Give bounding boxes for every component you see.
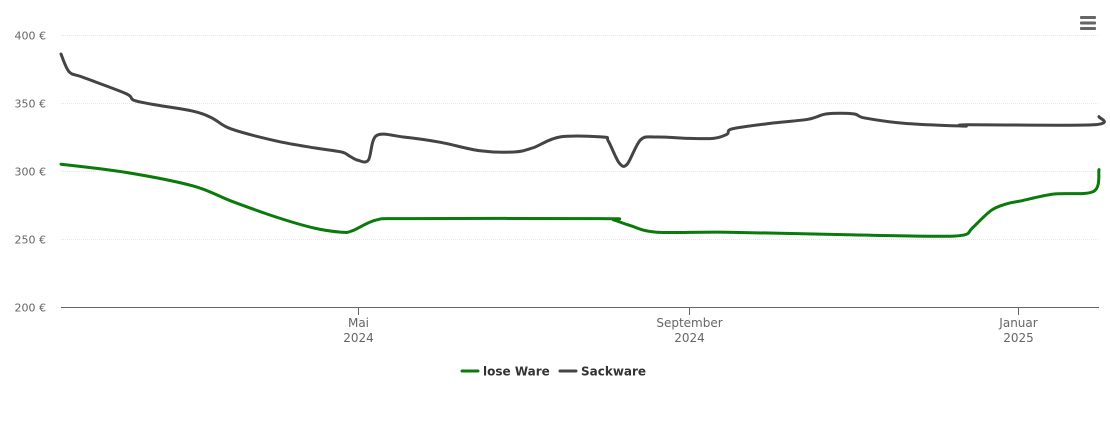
x-tick-label-year: 2024 xyxy=(343,331,374,345)
chart-menu-button[interactable] xyxy=(1076,12,1100,34)
y-tick-label: 200 € xyxy=(15,302,47,315)
x-tick-label-month: September xyxy=(656,316,722,330)
y-axis: 200 € 250 € 300 € 350 € 400 € xyxy=(15,30,47,315)
legend-label: Sackware xyxy=(581,365,646,379)
x-tick-label-month: Mai xyxy=(348,316,369,330)
y-tick-label: 400 € xyxy=(15,30,47,43)
y-tick-label: 250 € xyxy=(15,234,47,247)
x-tick-label-year: 2025 xyxy=(1003,331,1034,345)
legend-label: lose Ware xyxy=(483,365,550,379)
x-tick-label-month: Januar xyxy=(998,316,1037,330)
x-tick-label: September 2024 xyxy=(656,316,722,345)
x-tick-label: Januar 2025 xyxy=(998,316,1037,345)
series-line-sackware[interactable] xyxy=(59,52,1106,168)
y-tick-label: 300 € xyxy=(15,166,47,179)
series-lines xyxy=(59,52,1106,238)
series-line-lose-ware[interactable] xyxy=(59,162,1101,238)
legend-item-sackware[interactable]: Sackware xyxy=(558,365,646,379)
grid-lines xyxy=(61,35,1099,240)
hamburger-menu-icon[interactable] xyxy=(1080,16,1096,30)
x-tick-label: Mai 2024 xyxy=(343,316,374,345)
legend: lose Ware Sackware xyxy=(460,365,646,379)
y-tick-label: 350 € xyxy=(15,98,47,111)
x-tick-label-year: 2024 xyxy=(674,331,705,345)
legend-item-lose-ware[interactable]: lose Ware xyxy=(460,365,550,379)
